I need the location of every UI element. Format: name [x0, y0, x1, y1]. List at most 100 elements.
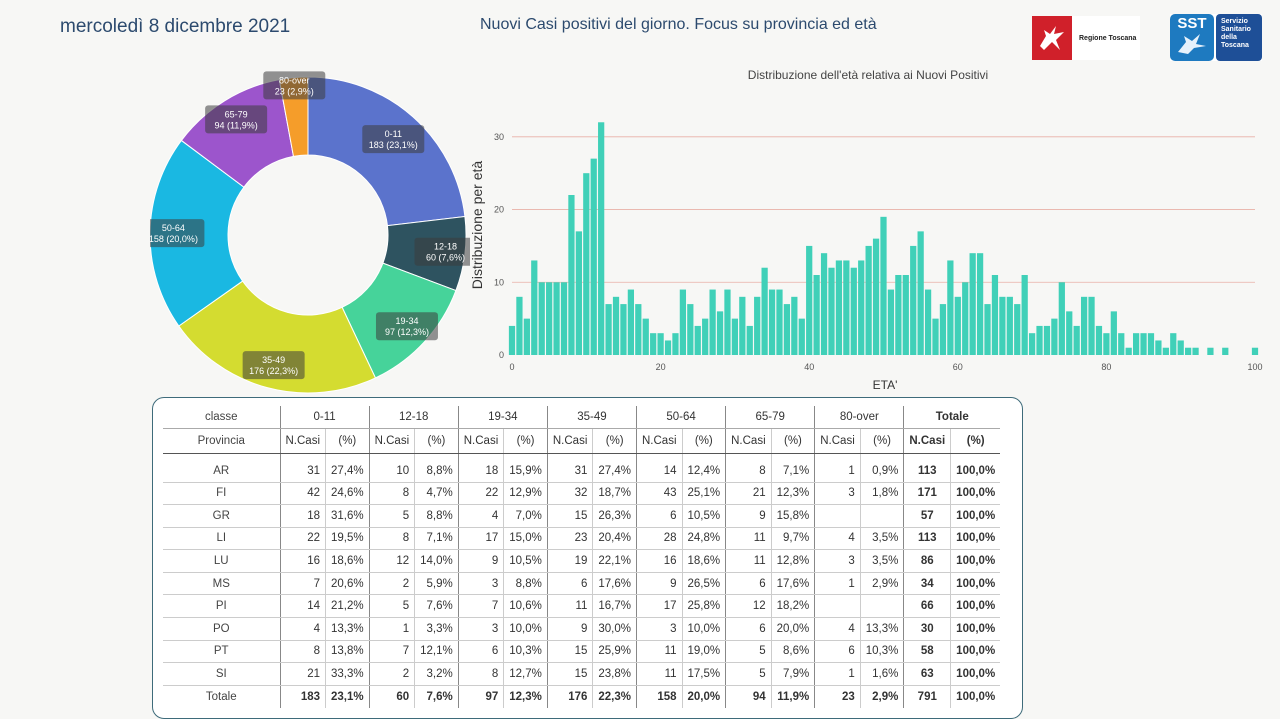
histogram-x-tick: 40: [804, 362, 814, 372]
n-casi-cell: 42: [279, 482, 326, 506]
histogram-bar: [798, 318, 805, 355]
percent-cell: 25,1%: [681, 482, 726, 506]
total-n-cell: 30: [903, 617, 951, 641]
header-n-casi: N.Casi: [457, 428, 504, 454]
histogram-bar: [1155, 340, 1162, 355]
sst-subtitle-line: della: [1221, 34, 1237, 41]
n-casi-cell: 6: [814, 640, 861, 664]
percent-cell: 23,8%: [592, 662, 637, 686]
histogram-bar: [991, 275, 999, 355]
histogram-bar: [850, 267, 857, 355]
n-casi-cell: 1: [814, 662, 861, 686]
histogram-bar: [962, 282, 969, 355]
percent-cell: [859, 594, 904, 619]
percent-cell: 7,9%: [770, 662, 815, 686]
histogram-bar: [761, 267, 768, 355]
donut-label-value: 23 (2,9%): [275, 86, 314, 96]
pegasus-icon: [1032, 16, 1072, 60]
histogram-y-tick: 0: [499, 350, 504, 360]
histogram-bar: [716, 311, 724, 355]
province-cell: MS: [163, 572, 280, 596]
donut-label-value: 97 (12,3%): [385, 327, 429, 337]
donut-label-value: 176 (22,3%): [249, 366, 298, 376]
histogram-x-tick: 80: [1101, 362, 1111, 372]
percent-cell: 17,6%: [770, 572, 815, 596]
histogram-bar: [546, 282, 553, 355]
n-casi-cell: 17: [636, 594, 683, 619]
table-row: PO 4 13,3% 1 3,3% 3 10,0% 9 30,0% 3 10,0% 6 20,0% 4 13…: [163, 617, 1001, 641]
n-casi-cell: 23: [814, 684, 861, 709]
histogram-bar: [754, 296, 761, 355]
histogram-bar: [1140, 333, 1147, 355]
regione-toscana-label: Regione Toscana: [1079, 34, 1137, 42]
table-row: PI 14 21,2% 5 7,6% 7 10,6% 11 16,7% 17 25,8% 12 18,2…: [163, 594, 1001, 619]
n-casi-cell: 4: [279, 617, 326, 641]
n-casi-cell: 97: [457, 684, 504, 709]
report-date: mercoledì 8 dicembre 2021: [60, 16, 291, 37]
header-percent: (%): [414, 428, 459, 454]
histogram-bar: [947, 260, 954, 355]
donut-label-value: 94 (11,9%): [214, 120, 257, 130]
n-casi-cell: 21: [279, 662, 326, 686]
histogram-bar: [1058, 282, 1065, 355]
n-casi-cell: 1: [814, 572, 861, 596]
n-casi-cell: 9: [546, 617, 593, 641]
header-n-casi: N.Casi: [814, 428, 861, 454]
percent-cell: 7,6%: [414, 594, 459, 619]
n-casi-cell: 6: [725, 572, 772, 596]
regione-toscana-logo: Regione Toscana: [1032, 16, 1140, 60]
percent-cell: 10,3%: [859, 640, 904, 664]
province-cell: GR: [163, 504, 280, 528]
province-age-table: classe 0-11 12-18 19-34 35-49 50-64 65-79 80-ov…: [163, 406, 1001, 709]
histogram-bar: [694, 325, 701, 355]
percent-cell: 12,4%: [681, 453, 726, 483]
histogram-bar: [620, 304, 627, 355]
percent-cell: 10,3%: [503, 640, 548, 664]
province-cell: PO: [163, 617, 280, 641]
n-casi-cell: 4: [814, 617, 861, 641]
histogram-bar: [880, 216, 887, 355]
histogram-bar: [835, 260, 843, 355]
histogram-bar: [1014, 304, 1021, 355]
total-n-cell: 86: [903, 549, 951, 573]
percent-cell: 18,6%: [325, 549, 370, 573]
n-casi-cell: 8: [279, 640, 326, 664]
table-row: GR 18 31,6% 5 8,8% 4 7,0% 15 26,3% 6 10,5% 9 15,8% 57…: [163, 504, 1001, 528]
percent-cell: 8,8%: [414, 504, 459, 528]
n-casi-cell: 6: [725, 617, 772, 641]
histogram-bar: [858, 260, 865, 355]
percent-cell: 13,3%: [859, 617, 904, 641]
percent-cell: 26,5%: [681, 572, 726, 596]
n-casi-cell: 8: [457, 662, 504, 686]
total-percent-cell: 100,0%: [950, 549, 1001, 573]
percent-cell: 8,8%: [503, 572, 548, 596]
n-casi-cell: 8: [725, 453, 772, 483]
n-casi-cell: 14: [279, 594, 326, 619]
percent-cell: 26,3%: [592, 504, 637, 528]
total-percent-cell: 100,0%: [950, 504, 1001, 528]
histogram-bar: [538, 282, 545, 355]
histogram-bar: [1251, 347, 1259, 355]
header-n-casi: N.Casi: [903, 428, 951, 454]
percent-cell: 7,0%: [503, 504, 548, 528]
total-percent-cell: 100,0%: [950, 453, 1001, 483]
donut-label-value: 183 (23,1%): [369, 140, 418, 150]
percent-cell: 16,7%: [592, 594, 637, 619]
n-casi-cell: 17: [457, 527, 504, 551]
header-age-group: 19-34: [457, 406, 548, 429]
percent-cell: 12,9%: [503, 482, 548, 506]
histogram-bar: [1125, 347, 1132, 355]
sst-subtitle: Servizio Sanitario della Toscana: [1216, 14, 1262, 61]
percent-cell: 1,8%: [859, 482, 904, 506]
histogram-x-tick: 100: [1247, 362, 1262, 372]
total-n-cell: 791: [903, 684, 951, 709]
table-subheader-row: Provincia N.Casi (%) N.Casi (%) N.Casi (%) N.Ca…: [163, 428, 1001, 454]
percent-cell: 20,0%: [770, 617, 815, 641]
header-percent: (%): [503, 428, 548, 454]
n-casi-cell: 1: [814, 453, 861, 483]
header-n-casi: N.Casi: [636, 428, 683, 454]
n-casi-cell: 3: [457, 572, 504, 596]
